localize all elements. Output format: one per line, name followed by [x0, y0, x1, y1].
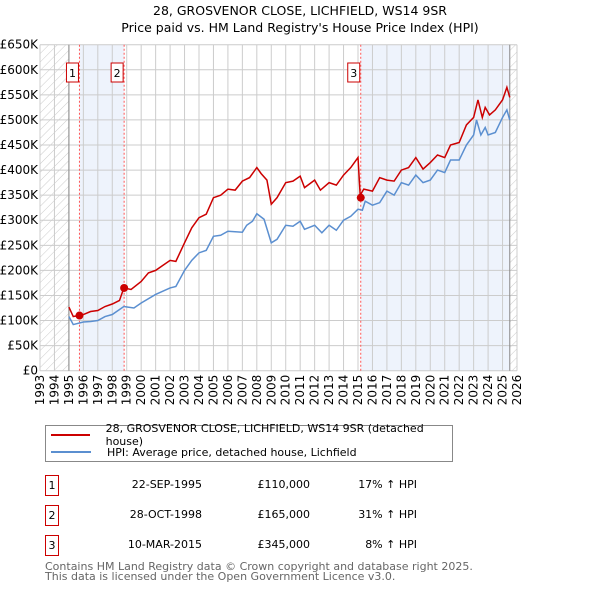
sale-label: 3 — [350, 67, 357, 80]
x-tick-label: 2024 — [481, 375, 495, 406]
y-tick-label: £350K — [0, 188, 39, 202]
x-tick-label: 2003 — [178, 375, 192, 406]
x-tick-label: 2010 — [279, 375, 293, 406]
x-tick-label: 2002 — [163, 375, 177, 406]
sale-hpi: 31% ↑ HPI — [358, 508, 417, 521]
y-tick-label: £400K — [0, 163, 39, 177]
y-tick-label: £150K — [0, 288, 39, 302]
y-tick-label: £200K — [0, 263, 39, 277]
y-tick-label: £0 — [23, 364, 38, 378]
footer-copyright: Contains HM Land Registry data © Crown c… — [45, 560, 473, 573]
sale-price: £110,000 — [257, 478, 311, 491]
x-tick-label: 2022 — [452, 375, 466, 406]
y-tick-label: £50K — [7, 339, 39, 353]
sale-point — [356, 193, 365, 202]
x-tick-label: 2014 — [337, 375, 351, 406]
footer-licence: This data is licensed under the Open Gov… — [45, 570, 396, 583]
sale-label-box — [347, 62, 361, 83]
y-tick-label: £550K — [0, 88, 39, 102]
x-tick-label: 2005 — [206, 375, 220, 406]
sale-label-box — [110, 62, 124, 83]
sale-hpi: 17% ↑ HPI — [358, 478, 417, 491]
chart-title: 28, GROSVENOR CLOSE, LICHFIELD, WS14 9SR — [153, 3, 447, 18]
ownership-shade — [79, 44, 125, 371]
sale-label: 1 — [69, 67, 76, 80]
x-tick-label: 2018 — [394, 375, 408, 406]
series-line — [68, 107, 511, 326]
x-tick-label: 2020 — [423, 375, 437, 406]
y-tick-label: £500K — [0, 113, 39, 127]
x-tick-label: 2016 — [365, 375, 379, 406]
x-tick-label: 2015 — [351, 375, 365, 406]
x-tick-label: 1997 — [91, 375, 105, 406]
sale-hpi: 8% ↑ HPI — [365, 538, 417, 551]
x-tick-label: 2017 — [380, 375, 394, 406]
no-data-region-right — [509, 44, 517, 371]
y-tick-label: £600K — [0, 63, 39, 77]
x-tick-label: 2007 — [235, 375, 249, 406]
x-tick-label: 2012 — [308, 375, 322, 406]
x-tick-label: 2019 — [409, 375, 423, 406]
sale-date: 28-OCT-1998 — [129, 508, 202, 521]
legend-label-property: 28, GROSVENOR CLOSE, LICHFIELD, WS14 9SR… — [105, 422, 424, 448]
sale-row-1: 1 22-SEP-1995 £110,000 17% ↑ HPI — [45, 475, 465, 496]
x-tick-label: 2009 — [264, 375, 278, 406]
y-tick-label: £250K — [0, 238, 39, 252]
legend: 28, GROSVENOR CLOSE, LICHFIELD, WS14 9SR… — [45, 422, 453, 462]
ownership-shade — [360, 44, 510, 371]
x-tick-label: 2013 — [322, 375, 336, 406]
sale-row-3: 3 10-MAR-2015 £345,000 8% ↑ HPI — [45, 535, 465, 556]
sale-price: £345,000 — [257, 538, 311, 551]
sale-label-box — [65, 62, 79, 83]
x-tick-label: 2006 — [221, 375, 235, 406]
x-tick-label: 2025 — [496, 375, 510, 406]
price-chart: 1993 1994 1995 1996 1997 1998 1999 2000 2001 2002… — [0, 38, 524, 406]
sale-date: 10-MAR-2015 — [127, 538, 202, 551]
legend-label-hpi: HPI: Average price, detached house, Lich… — [107, 445, 357, 459]
sale-marker-box: 3 — [45, 535, 59, 556]
sale-date: 22-SEP-1995 — [131, 478, 202, 491]
y-tick-label: £300K — [0, 213, 39, 227]
sale-marker-box: 1 — [45, 475, 59, 496]
sale-price: £165,000 — [257, 508, 311, 521]
x-tick-label: 1994 — [47, 375, 61, 406]
y-tick-label: £450K — [0, 138, 39, 152]
x-tick-label: 2000 — [134, 375, 148, 406]
x-tick-label: 2021 — [438, 375, 452, 406]
sale-point — [120, 283, 129, 292]
sale-row-2: 2 28-OCT-1998 £165,000 31% ↑ HPI — [45, 505, 465, 526]
chart-subtitle: Price paid vs. HM Land Registry's House … — [121, 20, 479, 35]
x-tick-label: 1993 — [33, 375, 47, 406]
legend-red-line — [51, 434, 90, 436]
x-tick-label: 2004 — [192, 375, 206, 406]
sale-label: 2 — [114, 67, 121, 80]
x-tick-label: 1998 — [105, 375, 119, 406]
x-tick-label: 1996 — [76, 375, 90, 406]
sale-marker-box: 2 — [45, 505, 59, 526]
x-tick-label: 2026 — [510, 375, 524, 406]
series-line — [68, 84, 511, 318]
legend-blue-line — [51, 451, 91, 453]
x-tick-label: 2011 — [293, 375, 307, 406]
x-tick-label: 2001 — [149, 375, 163, 406]
sale-point — [75, 311, 84, 320]
y-tick-label: £650K — [0, 38, 39, 52]
y-tick-label: £100K — [0, 314, 39, 328]
x-tick-label: 1999 — [120, 375, 134, 406]
x-tick-label: 1995 — [62, 375, 76, 406]
x-tick-label: 2008 — [250, 375, 264, 406]
x-tick-label: 2023 — [467, 375, 481, 406]
